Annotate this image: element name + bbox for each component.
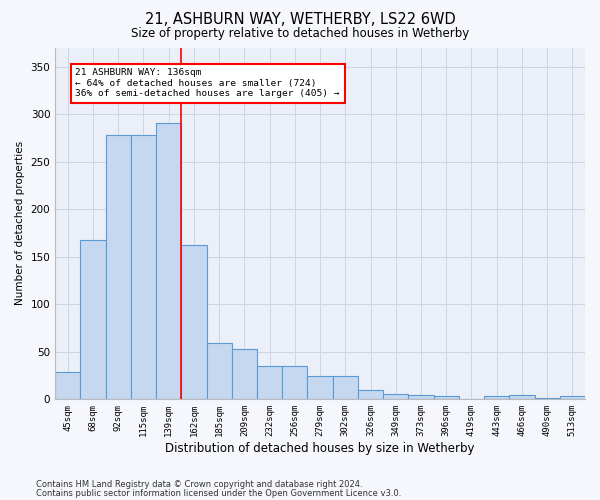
Text: Contains HM Land Registry data © Crown copyright and database right 2024.: Contains HM Land Registry data © Crown c…	[36, 480, 362, 489]
Bar	[181, 246, 206, 400]
Bar	[80, 240, 106, 400]
Y-axis label: Number of detached properties: Number of detached properties	[15, 142, 25, 306]
Bar	[358, 390, 383, 400]
Bar	[206, 343, 232, 400]
Text: 21 ASHBURN WAY: 136sqm
← 64% of detached houses are smaller (724)
36% of semi-de: 21 ASHBURN WAY: 136sqm ← 64% of detached…	[76, 68, 340, 98]
Bar	[282, 366, 307, 400]
Bar	[535, 398, 560, 400]
Bar	[383, 394, 409, 400]
Text: 21, ASHBURN WAY, WETHERBY, LS22 6WD: 21, ASHBURN WAY, WETHERBY, LS22 6WD	[145, 12, 455, 28]
Bar	[55, 372, 80, 400]
X-axis label: Distribution of detached houses by size in Wetherby: Distribution of detached houses by size …	[166, 442, 475, 455]
Text: Contains public sector information licensed under the Open Government Licence v3: Contains public sector information licen…	[36, 489, 401, 498]
Bar	[131, 135, 156, 400]
Bar	[156, 122, 181, 400]
Bar	[509, 394, 535, 400]
Text: Size of property relative to detached houses in Wetherby: Size of property relative to detached ho…	[131, 28, 469, 40]
Bar	[434, 396, 459, 400]
Bar	[332, 376, 358, 400]
Bar	[560, 396, 585, 400]
Bar	[484, 396, 509, 400]
Bar	[257, 366, 282, 400]
Bar	[409, 394, 434, 400]
Bar	[232, 349, 257, 400]
Bar	[307, 376, 332, 400]
Bar	[106, 135, 131, 400]
